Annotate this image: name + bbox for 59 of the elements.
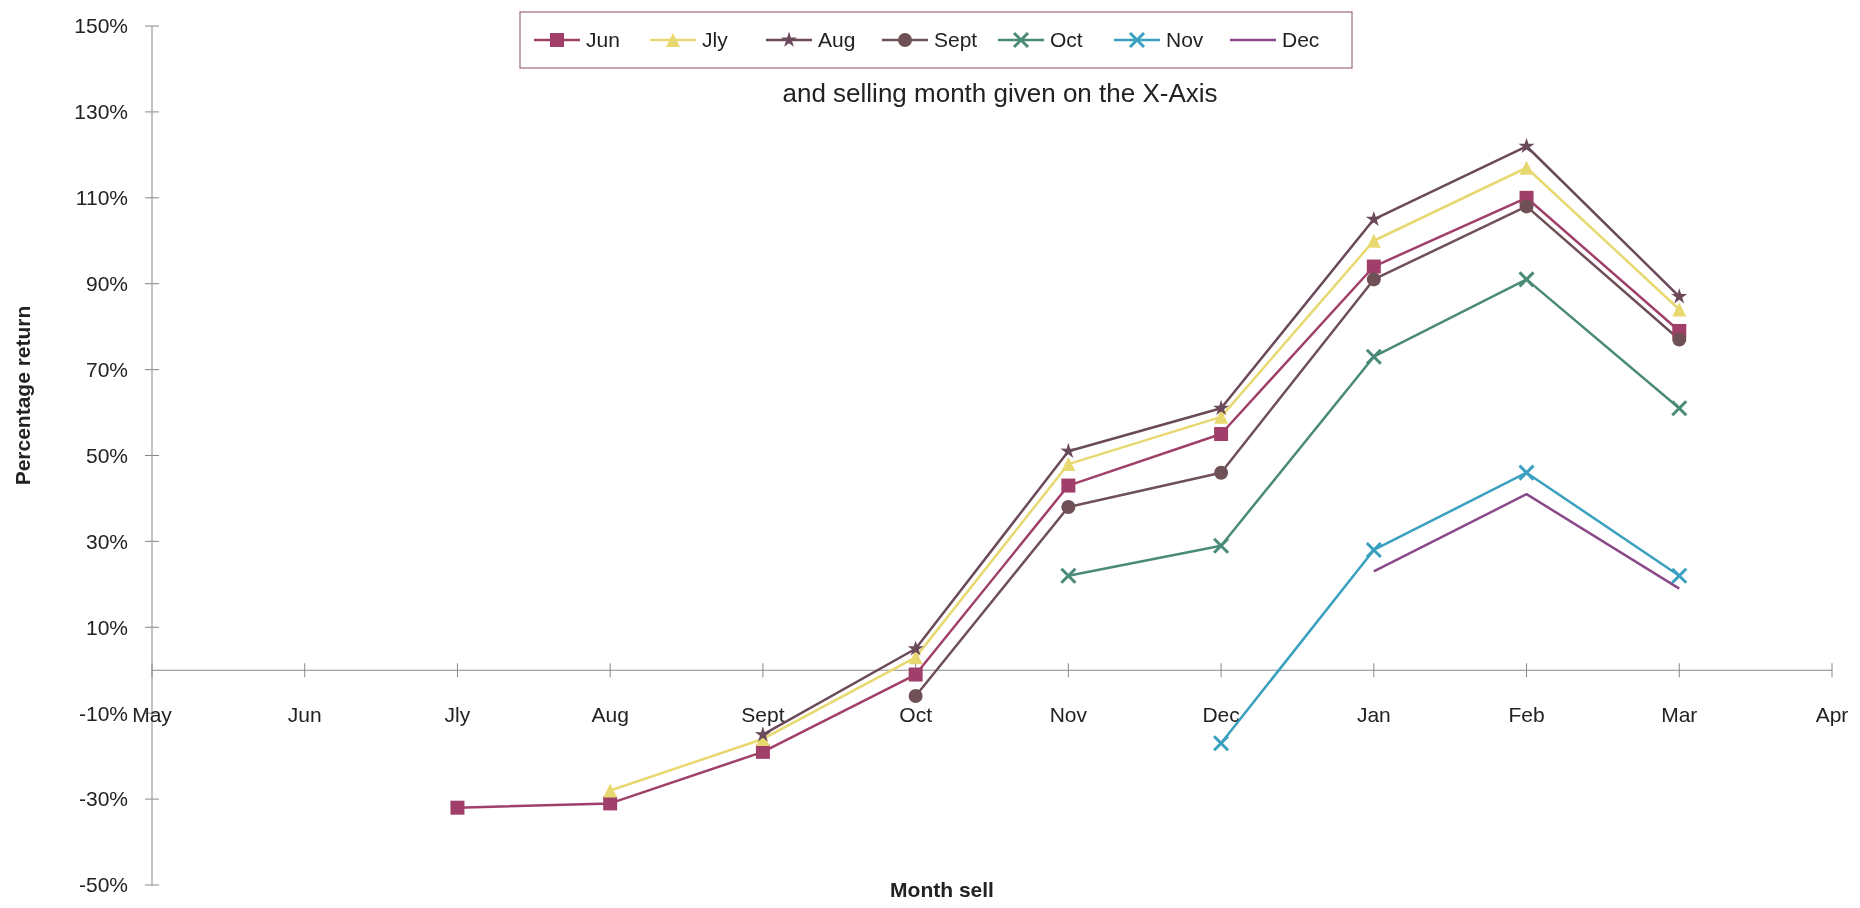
point: [1519, 199, 1534, 214]
point: [908, 689, 923, 704]
point: [1061, 500, 1076, 515]
x-tick-label: Dec: [1202, 703, 1240, 727]
point: [1213, 399, 1230, 416]
point: [755, 744, 770, 759]
point: [907, 640, 924, 656]
legend-label: Nov: [1166, 28, 1204, 52]
x-tick-label: Jly: [444, 703, 471, 727]
point: [1518, 137, 1535, 154]
point: [1519, 160, 1534, 175]
x-tick-label: Apr: [1815, 703, 1849, 727]
point: [1214, 409, 1229, 424]
x-tick-label: Nov: [1049, 703, 1088, 727]
point: [1671, 288, 1688, 304]
text: and selling month given on the X-Axis: [782, 78, 1218, 108]
y-tick-label: -30%: [78, 787, 128, 811]
legend-label: Sept: [934, 28, 978, 52]
legend-label: Oct: [1050, 28, 1083, 52]
y-tick-label: -50%: [78, 873, 128, 897]
point: [1366, 233, 1381, 248]
point: [1214, 427, 1229, 442]
point: [1061, 478, 1076, 493]
y-tick-label: 130%: [74, 100, 128, 124]
y-tick-label: 10%: [85, 615, 128, 639]
point: [603, 783, 618, 798]
x-tick-label: Aug: [591, 703, 629, 727]
y-tick-label: 110%: [75, 186, 128, 210]
point: [1365, 210, 1382, 227]
point: [908, 667, 923, 682]
y-tick-label: 70%: [85, 357, 128, 381]
y-tick-label: 50%: [85, 443, 128, 467]
x-tick-label: Oct: [899, 703, 933, 727]
y-tick-label: 30%: [85, 529, 128, 553]
x-tick-label: Sept: [741, 703, 785, 727]
point: [908, 650, 923, 665]
point: [450, 800, 465, 815]
point: [754, 726, 771, 742]
point: [1672, 332, 1687, 347]
point: [1061, 457, 1076, 472]
point: [1672, 302, 1687, 317]
legend-label: Dec: [1282, 28, 1320, 52]
point: [1366, 259, 1381, 274]
legend-label: Jun: [586, 28, 620, 52]
x-axis-title: Month sell: [890, 878, 994, 901]
legend-label: Aug: [818, 28, 856, 52]
x-tick-label: Feb: [1508, 703, 1545, 727]
point: [1060, 442, 1077, 458]
y-tick-label: -10%: [78, 701, 128, 725]
y-tick-label: 90%: [85, 272, 128, 296]
x-tick-label: Mar: [1661, 703, 1698, 727]
y-tick-label: 150%: [74, 14, 128, 38]
x-tick-label: May: [132, 703, 173, 727]
x-tick-label: Jun: [287, 703, 322, 727]
point: [1214, 465, 1229, 480]
y-axis-title: Percentage return: [11, 305, 34, 486]
point: [1366, 272, 1381, 287]
legend-label: Jly: [702, 28, 729, 52]
x-tick-label: Jan: [1356, 703, 1391, 727]
